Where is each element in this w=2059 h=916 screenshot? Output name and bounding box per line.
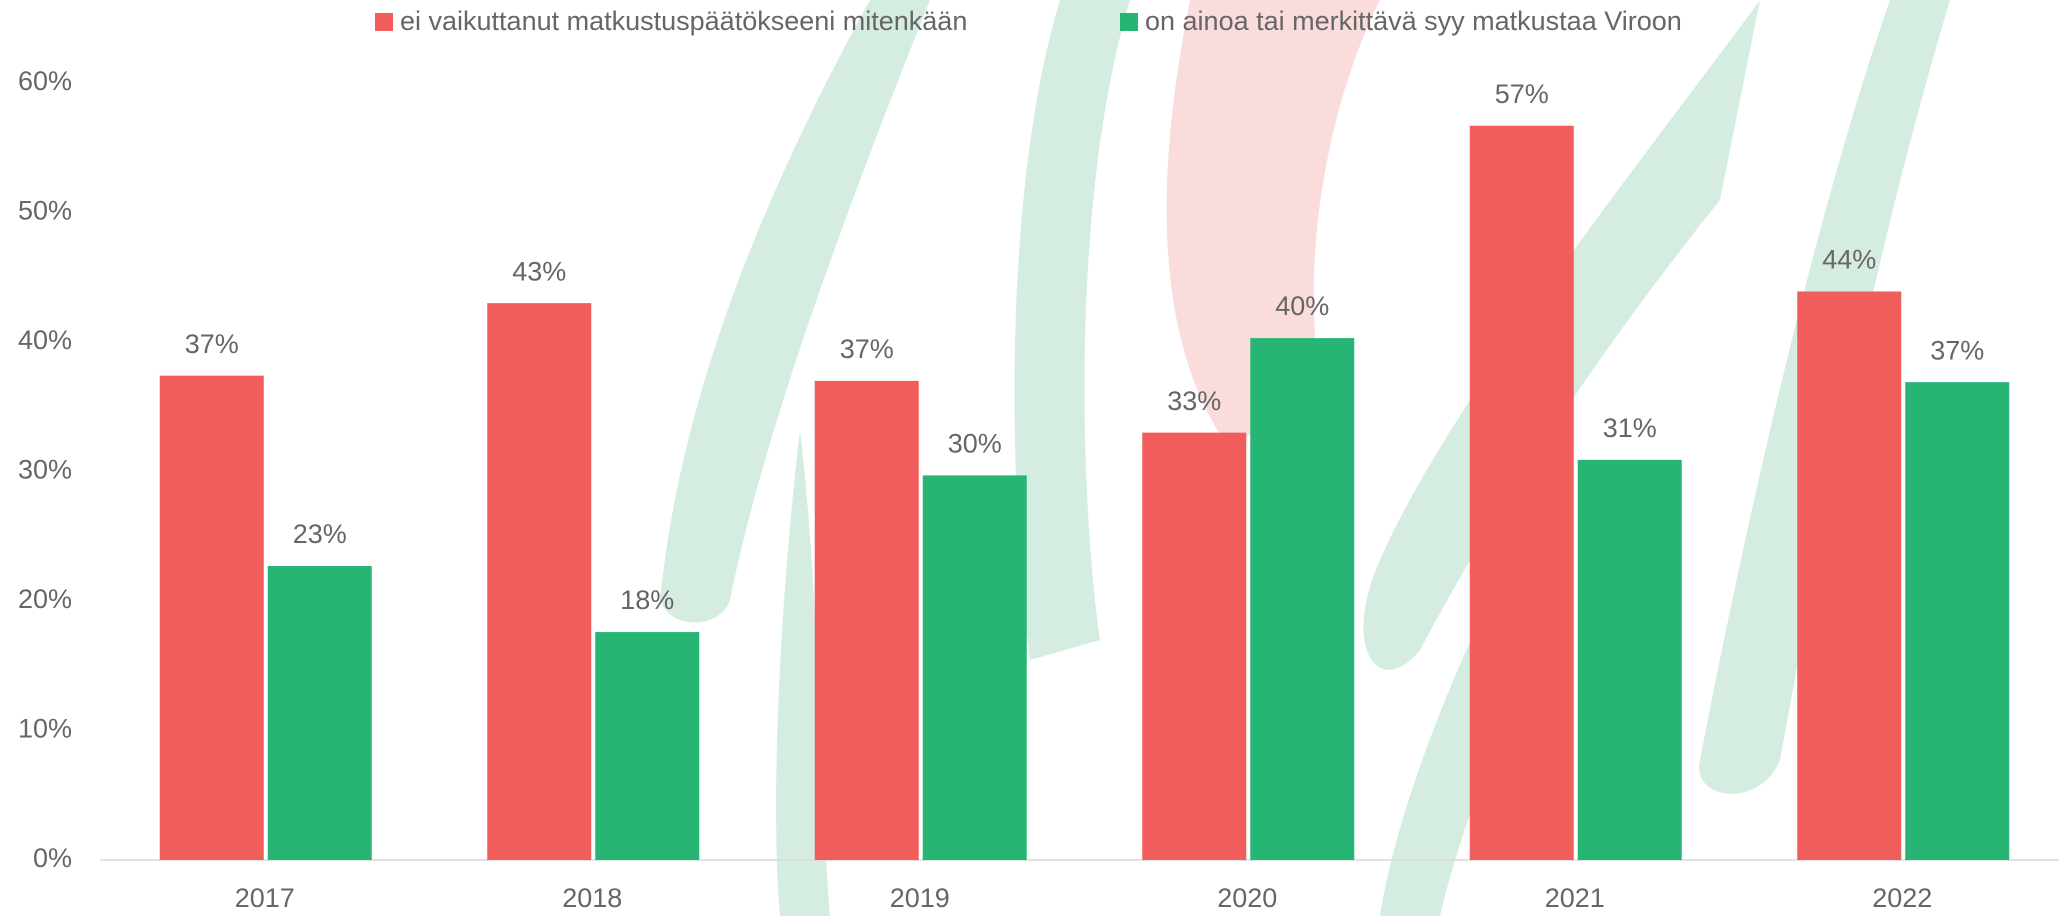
x-tick-label: 2021 xyxy=(1545,883,1605,913)
bar xyxy=(487,303,591,860)
legend-swatch xyxy=(375,13,393,31)
bar xyxy=(1470,126,1574,860)
y-tick-label: 30% xyxy=(18,455,72,485)
value-label: 33% xyxy=(1167,386,1221,416)
value-label: 40% xyxy=(1275,291,1329,321)
x-tick-label: 2022 xyxy=(1872,883,1932,913)
bar xyxy=(1250,338,1354,860)
value-label: 37% xyxy=(840,334,894,364)
bar xyxy=(1797,291,1901,860)
x-tick-label: 2017 xyxy=(235,883,295,913)
y-tick-label: 10% xyxy=(18,714,72,744)
legend-label: on ainoa tai merkittävä syy matkustaa Vi… xyxy=(1145,6,1682,36)
bar xyxy=(1578,460,1682,860)
bar xyxy=(1905,382,2009,860)
value-label: 18% xyxy=(620,585,674,615)
bar xyxy=(268,566,372,860)
bar xyxy=(923,475,1027,860)
chart: 0% 10% 20% 30% 40% 50% 60% ei vaikuttanut matku… xyxy=(0,0,2059,916)
value-label: 23% xyxy=(293,519,347,549)
y-tick-label: 40% xyxy=(18,325,72,355)
bar xyxy=(595,632,699,860)
y-tick-label: 20% xyxy=(18,584,72,614)
value-label: 57% xyxy=(1495,79,1549,109)
value-label: 44% xyxy=(1822,245,1876,275)
y-tick-label: 0% xyxy=(33,843,72,873)
y-tick-label: 60% xyxy=(18,66,72,96)
x-tick-label: 2019 xyxy=(890,883,950,913)
value-label: 37% xyxy=(1930,335,1984,365)
value-label: 30% xyxy=(948,429,1002,459)
legend-swatch xyxy=(1120,13,1138,31)
bar xyxy=(160,376,264,860)
value-label: 37% xyxy=(185,329,239,359)
bar xyxy=(815,381,919,860)
legend-label: ei vaikuttanut matkustuspäätökseeni mite… xyxy=(400,6,967,36)
value-label: 43% xyxy=(512,256,566,286)
value-label: 31% xyxy=(1603,413,1657,443)
x-tick-label: 2020 xyxy=(1217,883,1277,913)
y-tick-label: 50% xyxy=(18,196,72,226)
bar xyxy=(1142,433,1246,860)
x-tick-label: 2018 xyxy=(562,883,622,913)
